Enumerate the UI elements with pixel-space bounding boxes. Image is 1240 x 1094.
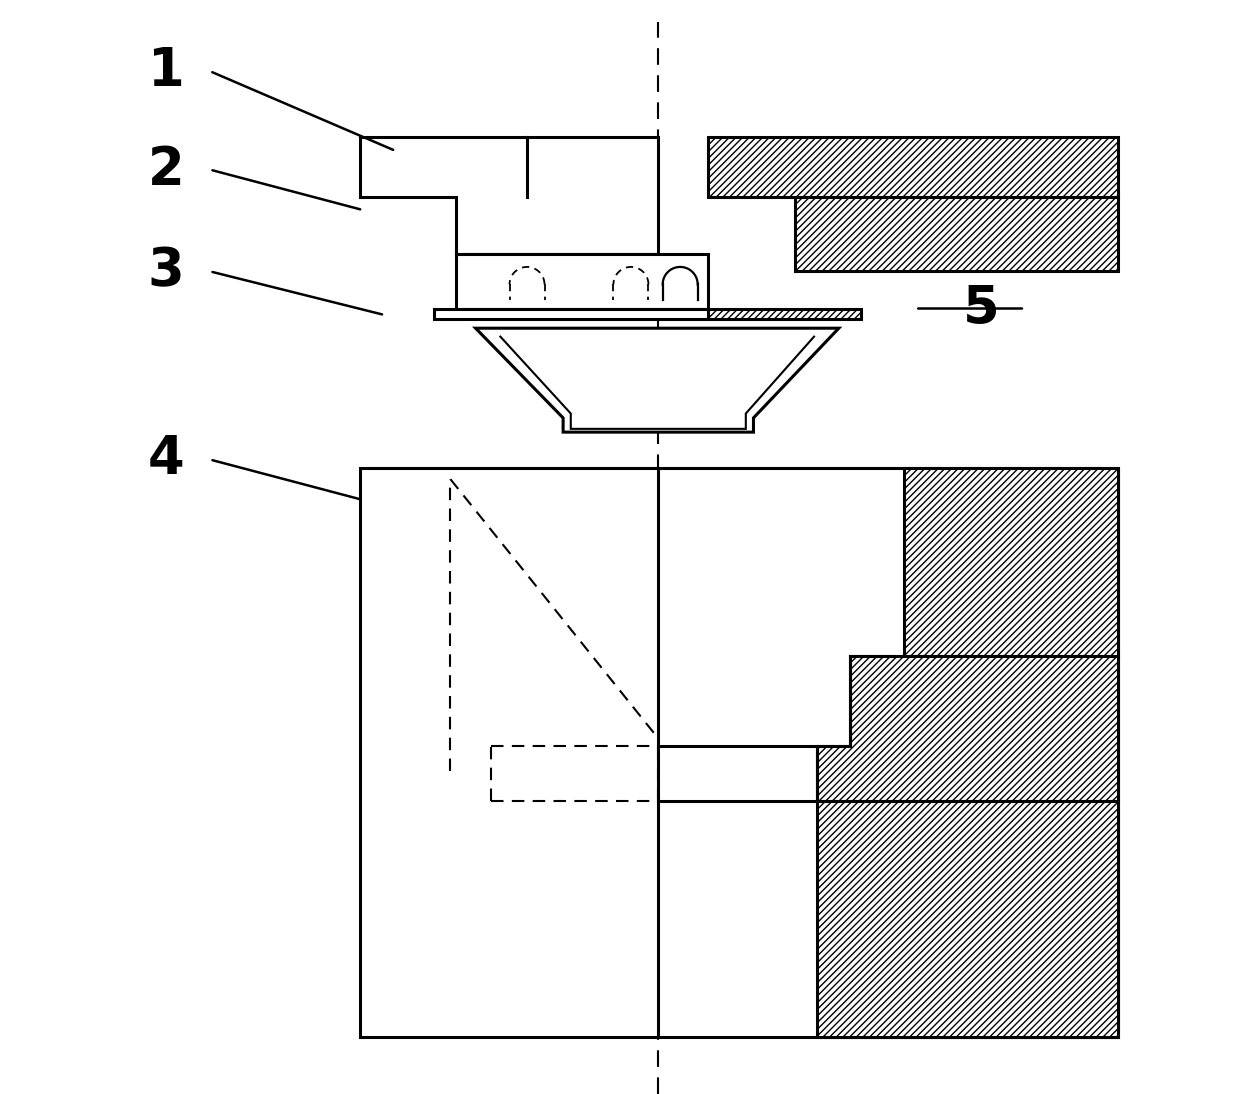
Polygon shape: [434, 309, 708, 319]
Text: 2: 2: [148, 143, 185, 196]
Polygon shape: [708, 137, 1117, 197]
Polygon shape: [476, 328, 838, 432]
Polygon shape: [817, 656, 1117, 801]
Polygon shape: [360, 468, 1117, 1037]
Text: 4: 4: [148, 433, 185, 486]
Text: 1: 1: [148, 45, 185, 97]
Polygon shape: [708, 309, 861, 319]
Polygon shape: [817, 801, 1117, 1037]
Polygon shape: [904, 468, 1117, 656]
Text: 3: 3: [148, 245, 185, 298]
Polygon shape: [795, 197, 1117, 271]
Polygon shape: [456, 254, 708, 309]
Polygon shape: [360, 137, 658, 254]
Text: 5: 5: [962, 282, 999, 335]
